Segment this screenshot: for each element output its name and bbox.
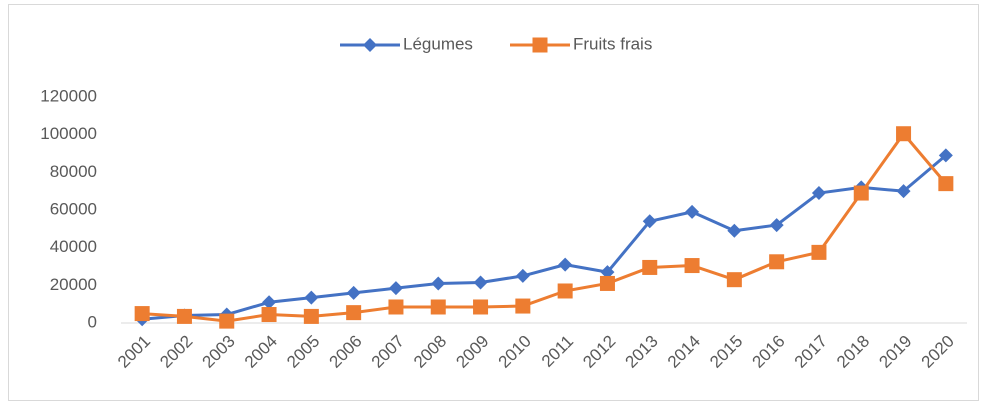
y-tick-label: 100000	[40, 124, 97, 143]
data-point	[515, 298, 531, 314]
data-point	[515, 268, 530, 283]
data-point	[642, 259, 658, 275]
legend-label: Fruits frais	[573, 34, 652, 53]
legend-label: Légumes	[403, 34, 473, 53]
data-point	[811, 244, 827, 260]
legend-marker	[532, 37, 548, 53]
data-point	[558, 257, 573, 272]
data-point	[134, 306, 150, 322]
y-tick-label: 0	[88, 312, 97, 331]
data-point	[262, 295, 277, 310]
data-point	[346, 305, 362, 321]
data-point	[430, 299, 446, 315]
series-line	[142, 154, 947, 321]
data-point	[726, 272, 742, 288]
data-point	[303, 308, 319, 324]
data-point	[600, 265, 615, 280]
y-tick-label: 40000	[50, 237, 97, 256]
data-point	[431, 276, 446, 291]
y-tick-label: 120000	[40, 86, 97, 105]
data-point	[261, 307, 277, 323]
data-point	[388, 281, 403, 296]
data-point	[811, 186, 826, 201]
data-point	[938, 176, 954, 192]
data-point	[642, 214, 657, 229]
data-point	[473, 299, 489, 315]
data-point	[346, 285, 361, 300]
legend-marker	[363, 38, 377, 52]
data-point	[853, 185, 869, 201]
data-point	[769, 218, 784, 233]
data-point	[176, 308, 192, 324]
data-point	[938, 148, 953, 163]
y-tick-label: 60000	[50, 199, 97, 218]
data-point	[473, 275, 488, 290]
data-point	[896, 184, 911, 199]
data-point	[684, 258, 700, 274]
data-point	[685, 204, 700, 219]
data-point	[896, 126, 912, 142]
data-point	[599, 275, 615, 291]
data-point	[219, 313, 235, 329]
chart-frame	[8, 4, 979, 401]
data-point	[727, 223, 742, 238]
data-point	[769, 254, 785, 270]
data-point	[304, 290, 319, 305]
data-point	[388, 299, 404, 315]
data-point	[557, 283, 573, 299]
y-tick-label: 80000	[50, 162, 97, 181]
y-tick-label: 20000	[50, 275, 97, 294]
